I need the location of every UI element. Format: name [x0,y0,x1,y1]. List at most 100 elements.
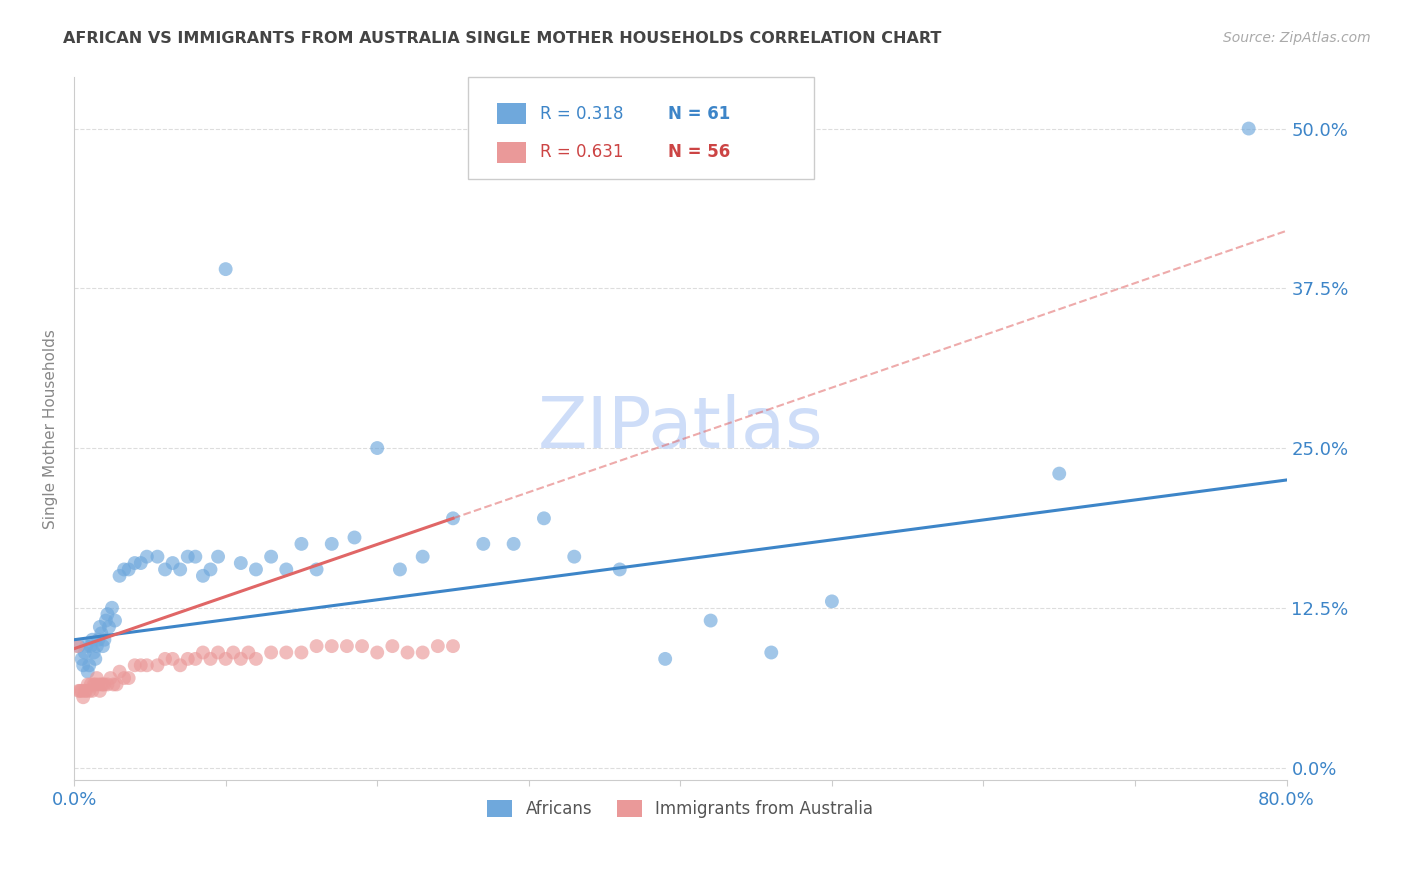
Point [82,683,104,698]
FancyBboxPatch shape [498,103,526,124]
Point [184,652,207,666]
Point [66,639,89,653]
Point [80,639,103,653]
Point [426,639,449,653]
Point [321,639,343,653]
Point [96,607,118,622]
Point [245,562,267,576]
Point [135,549,157,564]
Point [112,562,135,576]
Point [101,600,124,615]
Point [1237,121,1260,136]
Point [80,677,103,691]
Point [245,652,267,666]
Point [214,652,236,666]
Point [97,620,120,634]
Text: ZIPatlas: ZIPatlas [537,394,823,463]
Point [75,639,97,653]
Point [77,658,100,673]
Point [153,652,176,666]
Point [177,652,200,666]
Point [89,683,111,698]
Text: N = 61: N = 61 [668,104,731,122]
Point [93,632,115,647]
Point [191,569,214,583]
Point [90,626,112,640]
Point [162,652,184,666]
Point [276,646,298,660]
Point [100,671,122,685]
Point [366,646,388,660]
Point [91,639,114,653]
Point [86,671,108,685]
Point [70,683,93,698]
Point [290,537,312,551]
Point [169,562,191,576]
Point [343,531,366,545]
Point [146,658,169,673]
Point [73,683,96,698]
Point [83,646,105,660]
Point [260,549,283,564]
Point [87,677,110,691]
Point [336,639,359,653]
Point [105,677,128,691]
Point [94,614,117,628]
Point [381,639,404,653]
Point [229,652,252,666]
Y-axis label: Single Mother Households: Single Mother Households [44,329,58,529]
Point [276,562,298,576]
Point [207,646,229,660]
Point [129,658,152,673]
Point [67,683,90,698]
Point [93,677,115,691]
Point [200,652,222,666]
Point [103,677,125,691]
Text: Source: ZipAtlas.com: Source: ZipAtlas.com [1223,31,1371,45]
Point [91,677,114,691]
Point [76,665,98,679]
Point [321,537,343,551]
Point [821,594,844,608]
Text: AFRICAN VS IMMIGRANTS FROM AUSTRALIA SINGLE MOTHER HOUSEHOLDS CORRELATION CHART: AFRICAN VS IMMIGRANTS FROM AUSTRALIA SIN… [63,31,942,46]
Point [200,562,222,576]
Point [87,632,110,647]
Point [118,671,141,685]
Point [69,683,91,698]
Point [214,262,236,277]
Point [84,652,107,666]
Point [83,677,105,691]
Point [260,646,283,660]
Point [191,646,214,660]
Point [305,639,328,653]
Point [441,511,464,525]
Point [112,671,135,685]
Point [77,683,100,698]
Point [562,549,585,564]
Point [124,658,146,673]
Point [67,639,90,653]
Point [72,690,94,705]
Point [76,677,98,691]
Point [609,562,631,576]
Point [146,549,169,564]
Point [96,677,118,691]
Point [222,646,245,660]
Point [388,562,411,576]
FancyBboxPatch shape [498,142,526,163]
Point [305,562,328,576]
Point [352,639,374,653]
Point [412,646,434,660]
Point [72,658,94,673]
Point [70,652,93,666]
Point [207,549,229,564]
Point [366,441,388,455]
Text: N = 56: N = 56 [668,144,731,161]
Point [89,620,111,634]
Point [108,665,131,679]
Point [86,639,108,653]
Point [73,646,96,660]
Point [75,683,97,698]
Point [169,658,191,673]
Point [238,646,260,660]
